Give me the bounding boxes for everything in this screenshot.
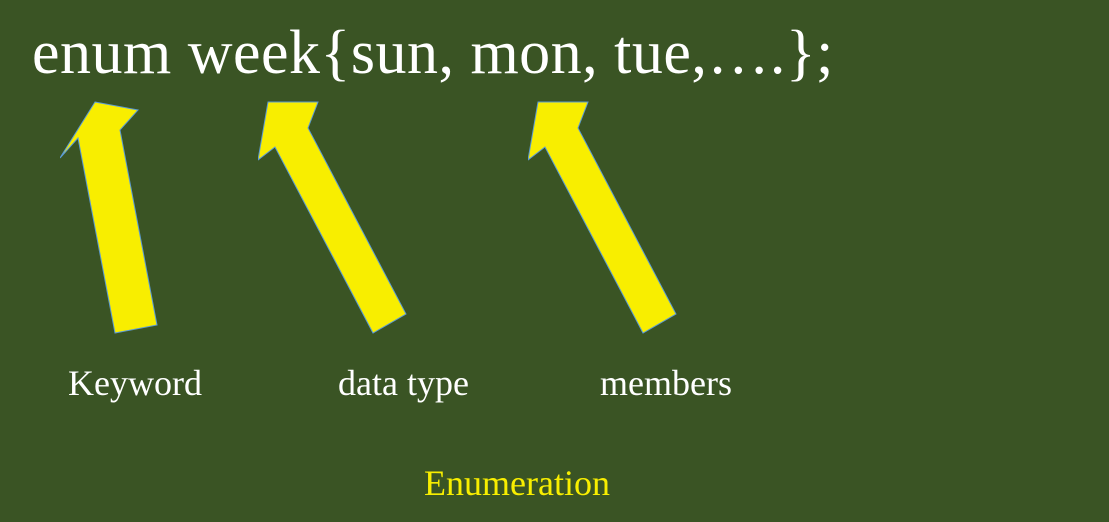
datatype-arrow (258, 100, 418, 335)
diagram-title: Enumeration (424, 462, 610, 504)
members-label: members (600, 362, 732, 404)
datatype-label: data type (338, 362, 469, 404)
keyword-label: Keyword (68, 362, 202, 404)
code-declaration: enum week{sun, mon, tue,….}; (32, 18, 834, 89)
keyword-arrow (60, 100, 180, 335)
members-arrow (528, 100, 688, 335)
